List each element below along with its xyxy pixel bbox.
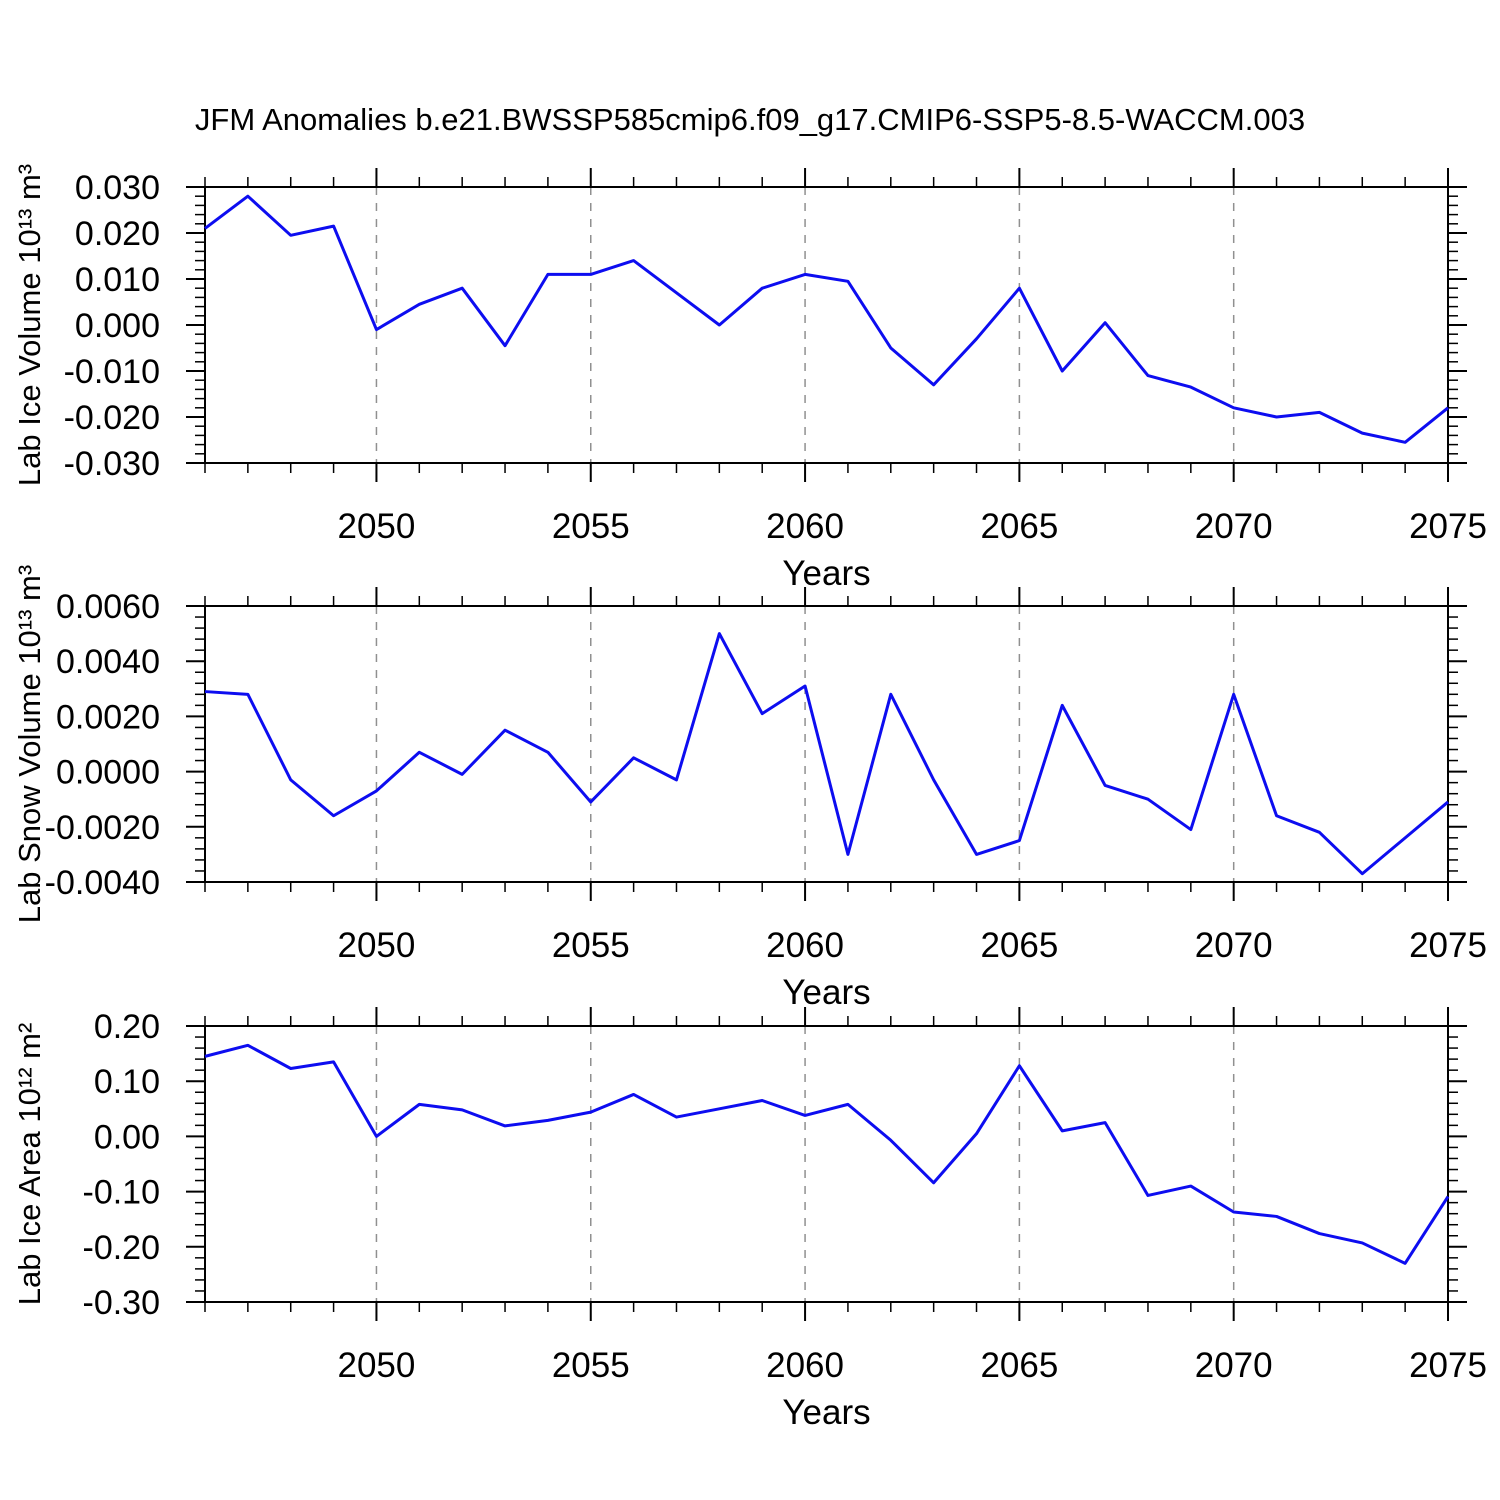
y-tick-label: -0.010 (64, 353, 160, 391)
y-tick-label: 0.0040 (56, 643, 160, 681)
y-tick-label: -0.10 (83, 1174, 161, 1212)
lab-ice-volume-series-line (204, 194, 1449, 444)
x-axis-title: Years (782, 554, 870, 593)
x-tick-label: 2060 (766, 1346, 844, 1385)
y-tick-label: 0.20 (94, 1008, 160, 1046)
x-tick-label: 2070 (1195, 926, 1273, 965)
x-tick-label: 2055 (552, 1346, 630, 1385)
figure-title: JFM Anomalies b.e21.BWSSP585cmip6.f09_g1… (194, 102, 1306, 137)
x-tick-label: 2060 (766, 926, 844, 965)
x-tick-label: 2075 (1409, 507, 1487, 546)
y-tick-label: -0.0020 (45, 809, 160, 847)
y-tick-label: -0.0040 (45, 864, 160, 902)
y-axis-title: Lab Ice Volume 10¹³ m³ (12, 164, 47, 486)
x-tick-label: 2070 (1195, 507, 1273, 546)
y-tick-label: 0.0000 (56, 754, 160, 792)
x-axis-title: Years (782, 1393, 870, 1432)
y-tick-label: -0.030 (64, 445, 160, 483)
y-tick-label: -0.020 (64, 399, 160, 437)
x-tick-label: 2075 (1409, 1346, 1487, 1385)
y-tick-label: 0.10 (94, 1063, 160, 1101)
x-tick-label: 2060 (766, 507, 844, 546)
y-axis-title: Lab Snow Volume 10¹³ m³ (12, 565, 47, 923)
x-tick-label: 2070 (1195, 1346, 1273, 1385)
lab-ice-volume-frame (204, 186, 1449, 464)
y-tick-label: 0.020 (75, 215, 160, 253)
x-tick-label: 2050 (338, 926, 416, 965)
lab-snow-volume-frame (204, 605, 1449, 883)
x-tick-label: 2050 (338, 1346, 416, 1385)
x-tick-label: 2065 (980, 926, 1058, 965)
y-tick-label: 0.0020 (56, 698, 160, 736)
y-tick-label: -0.20 (83, 1229, 161, 1267)
y-axis-title: Lab Ice Area 10¹² m² (12, 1023, 47, 1306)
y-tick-label: 0.030 (75, 169, 160, 207)
y-tick-label: -0.30 (83, 1284, 161, 1322)
y-tick-label: 0.00 (94, 1118, 160, 1156)
lab-ice-area-series-line (204, 1043, 1450, 1265)
x-tick-label: 2055 (552, 926, 630, 965)
x-axis-title: Years (782, 973, 870, 1012)
x-tick-label: 2065 (980, 1346, 1058, 1385)
x-tick-label: 2065 (980, 507, 1058, 546)
lab-ice-area-frame (204, 1025, 1449, 1303)
x-tick-label: 2055 (552, 507, 630, 546)
y-tick-label: 0.000 (75, 307, 160, 345)
x-tick-label: 2050 (338, 507, 416, 546)
x-tick-label: 2075 (1409, 926, 1487, 965)
lab-snow-volume-series-line (204, 632, 1449, 876)
y-tick-label: 0.0060 (56, 588, 160, 626)
y-tick-label: 0.010 (75, 261, 160, 299)
